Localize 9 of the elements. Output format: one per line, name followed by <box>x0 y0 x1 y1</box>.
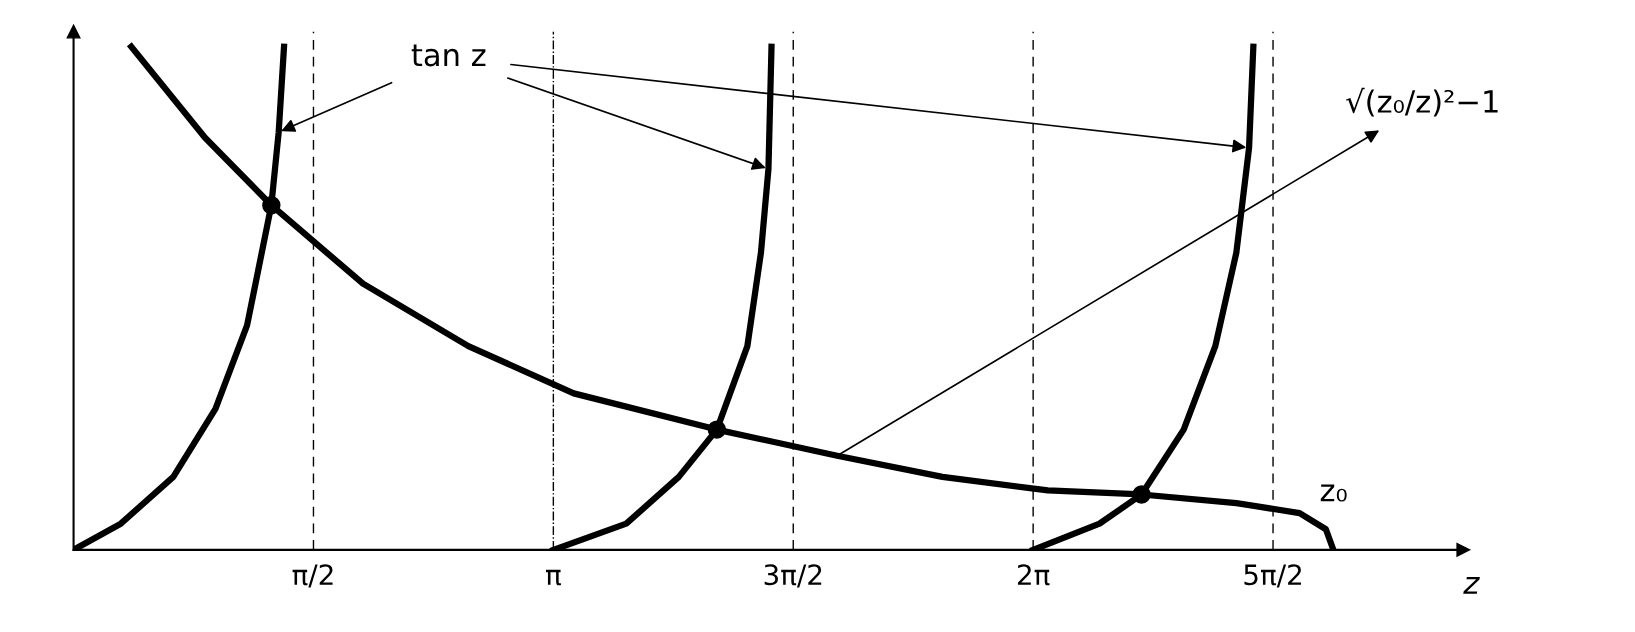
x-tick-label: π <box>546 569 561 586</box>
x-axis-title: z <box>1463 577 1480 594</box>
x-tick-label: 5π/2 <box>1244 564 1301 588</box>
x-tick-label: 2π <box>1017 564 1050 586</box>
x-tick-label: π/2 <box>292 564 333 588</box>
x-tick-label: 3π/2 <box>764 564 822 588</box>
text: tan z <box>411 44 486 67</box>
annotation: z₀ <box>1320 484 1347 502</box>
annotation: √(z₀/z)²−1 <box>1346 87 1498 117</box>
